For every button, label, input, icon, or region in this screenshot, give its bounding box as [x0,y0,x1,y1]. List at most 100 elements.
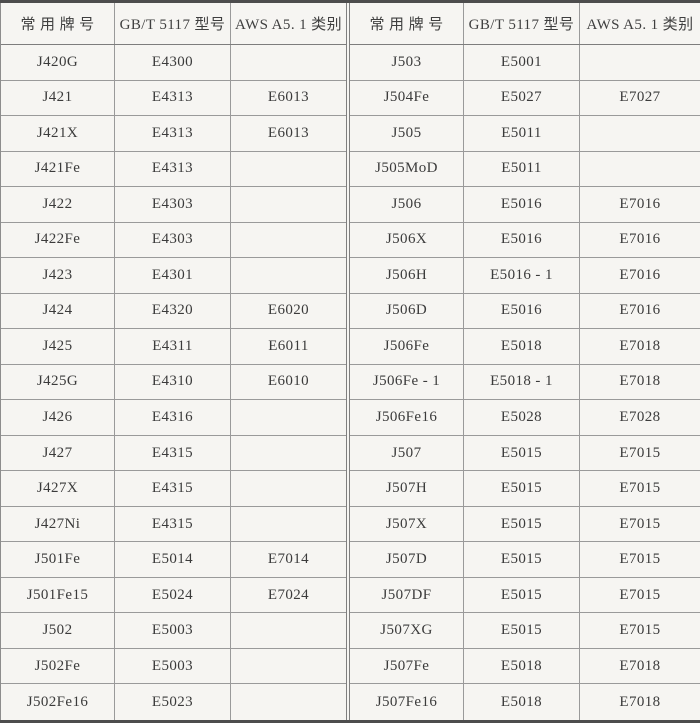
table-cell: J507 [350,435,464,471]
table-cell: J506D [350,293,464,329]
table-cell: E7028 [619,409,661,426]
table-cell: E4303 [115,222,231,258]
table-cell: J501Fe [1,542,115,577]
table-cell: J425 [1,329,115,364]
table-cell: E4315 [115,435,231,471]
table-row: J424 E4320 E6020 [1,293,346,330]
table-row: J421 E4313 E6013 [1,80,346,117]
table-cell: E7016 [619,231,661,248]
table-cell: E5011 [464,151,580,187]
table-cell: E4313 [115,116,231,151]
table-cell: E5014 [115,542,231,577]
table-cell: E5003 [115,648,231,684]
table-row: J422Fe E4303 [1,222,346,259]
table-row: J427 E4315 [1,435,346,472]
table-row: J506Fe E5018 E7018 [350,329,700,365]
table-row: J501Fe E5014 E7014 [1,542,346,578]
table-cell: E7016 [619,195,661,212]
table-cell: J422 [1,187,115,222]
table-cell [580,152,700,187]
table-cell: E7015 [619,586,661,603]
table-cell: J424 [1,293,115,329]
table-cell: J507H [350,471,464,506]
column-header-aws-class: AWS A5. 1 类别 [586,17,694,33]
table-cell: J507Fe16 [350,684,464,720]
table-row: J507Fe E5018 E7018 [350,648,700,685]
table-row: J507Fe16 E5018 E7018 [350,684,700,720]
table-cell: E4303 [115,187,231,222]
table-cell: E7016 [619,266,661,283]
table-cell: E6013 [267,124,310,141]
table-cell: E4315 [115,471,231,506]
column-header-brand: 常 用 牌 号 [1,3,115,44]
table-row: J506X E5016 E7016 [350,222,700,259]
table-cell: E4320 [115,293,231,329]
table-cell [231,223,346,258]
table-cell: E7018 [619,337,661,354]
table-row: J421X E4313 E6013 [1,116,346,152]
table-cell: E6010 [267,373,310,390]
table-cell: E4316 [115,400,231,435]
table-cell: E5018 [464,648,580,684]
table-row: J502 E5003 [1,613,346,649]
table-cell: J427Ni [1,506,115,542]
table-row: J501Fe15 E5024 E7024 [1,577,346,614]
table-row: J425 E4311 E6011 [1,329,346,365]
table-cell: J420G [1,45,115,80]
column-header-aws-class: AWS A5. 1 类别 [235,17,342,33]
table-cell: E6011 [268,337,309,354]
table-row: J426 E4316 [1,400,346,436]
table-row: J505MoD E5011 [350,151,700,188]
table-cell: E7027 [619,89,661,106]
table-row: J506 E5016 E7016 [350,187,700,223]
table-cell: J507D [350,542,464,577]
table-row: J425G E4310 E6010 [1,364,346,401]
table-cell [231,436,346,471]
table-cell: E7016 [619,302,661,319]
table-cell: J506Fe - 1 [350,364,464,400]
table-cell: E5015 [464,506,580,542]
table-cell: E7018 [619,373,661,390]
table-row: J506H E5016 - 1 E7016 [350,258,700,294]
table-row: J504Fe E5027 E7027 [350,80,700,117]
table-cell: E5001 [464,45,580,80]
table-row: J507 E5015 E7015 [350,435,700,472]
table-cell: E5018 - 1 [464,364,580,400]
table-body: J503 E5001 J504Fe E5027 E7027 J505 E5011 J505Mo… [350,45,700,720]
table-cell: J506H [350,258,464,293]
table-cell: E7015 [619,551,661,568]
table-row: J427Ni E4315 [1,506,346,543]
table-cell [231,649,346,684]
table-cell: E5011 [464,116,580,151]
double-line-divider [346,3,350,720]
table-cell: J506 [350,187,464,222]
table-cell: J506Fe [350,329,464,364]
table-cell: E5023 [115,684,231,720]
table-cell: J502Fe [1,648,115,684]
table-row: J427X E4315 [1,471,346,507]
table-cell: E5015 [464,435,580,471]
table-cell [231,684,346,720]
table-row: J507DF E5015 E7015 [350,577,700,614]
table-cell: J507DF [350,577,464,613]
electrode-table-left: 常 用 牌 号 GB/T 5117 型号 AWS A5. 1 类别 J420G E… [0,3,346,720]
column-header-gbt-model: GB/T 5117 型号 [464,3,580,44]
table-cell: E5016 - 1 [464,258,580,293]
table-cell: J505 [350,116,464,151]
table-cell: J507X [350,506,464,542]
table-cell [231,471,346,506]
table-row: J506Fe - 1 E5018 - 1 E7018 [350,364,700,401]
table-cell: E6020 [267,302,310,319]
table-row: J420G E4300 [1,45,346,81]
table-cell [580,45,700,80]
table-cell: J505MoD [350,151,464,187]
table-cell: J421X [1,116,115,151]
table-cell [580,116,700,151]
table-cell: J421Fe [1,151,115,187]
table-cell [231,613,346,648]
table-cell: E5015 [464,542,580,577]
table-row: J423 E4301 [1,258,346,294]
table-cell: J503 [350,45,464,80]
table-cell: E4300 [115,45,231,80]
